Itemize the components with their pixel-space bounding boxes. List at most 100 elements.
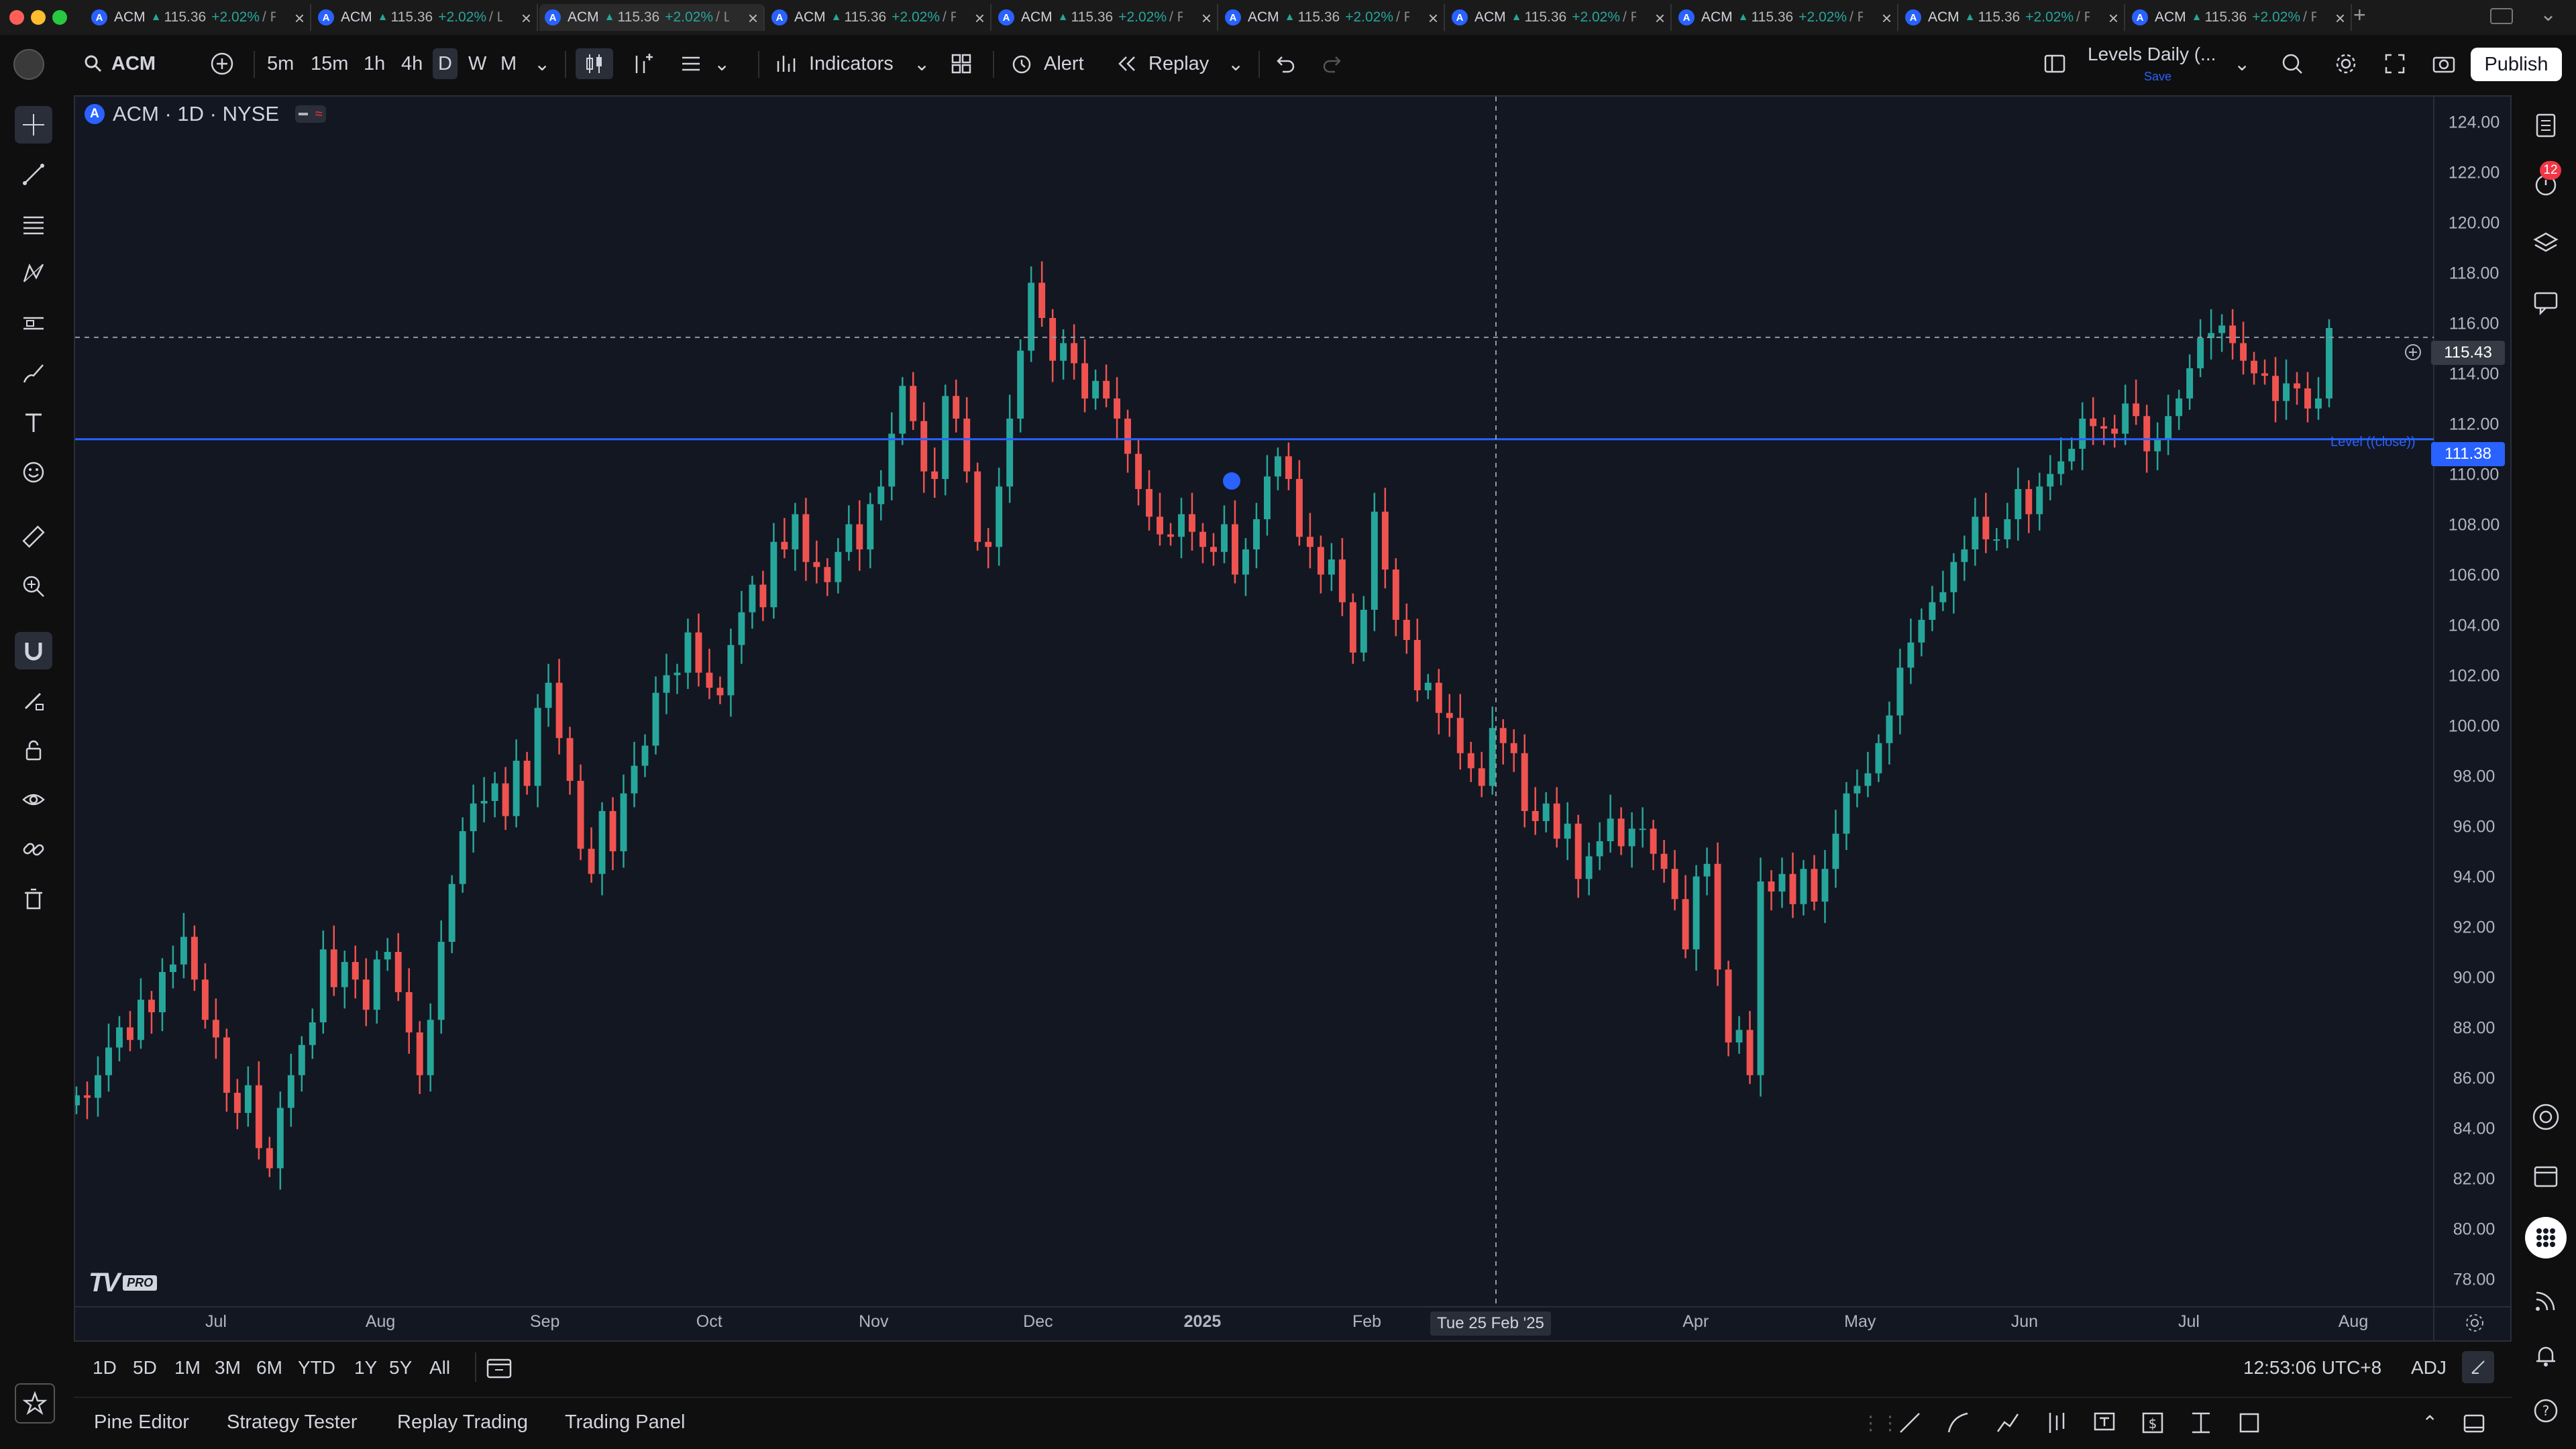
stay-in-drawing-mode-tool[interactable]	[15, 682, 52, 719]
chart-pane[interactable]: 124.00 122.00 120.00 118.00 116.00 114.00 112.…	[74, 95, 2512, 1342]
close-tab-icon[interactable]: ×	[1881, 8, 1892, 28]
sidebar-toggle-icon[interactable]	[2490, 8, 2513, 24]
compare-add-button[interactable]	[209, 35, 235, 93]
auto-scale-button[interactable]	[2462, 1351, 2494, 1383]
close-tab-icon[interactable]: ×	[1201, 8, 1212, 28]
range-6m[interactable]: 6M	[256, 1357, 282, 1378]
price-chart-canvas[interactable]: 124.00 122.00 120.00 118.00 116.00 114.00 112.…	[75, 97, 2510, 1340]
timeframe-4h[interactable]: 4h	[401, 52, 423, 74]
layout-panel-toggle[interactable]	[2042, 35, 2068, 93]
clock-time[interactable]: 12:53:06 UTC+8	[2243, 1357, 2382, 1378]
hide-drawings-tool[interactable]	[15, 781, 52, 818]
timeframe-dropdown-chevron-icon[interactable]: ⌄	[534, 53, 551, 75]
text-tool[interactable]	[15, 404, 52, 441]
close-tab-icon[interactable]: ×	[1428, 8, 1438, 28]
range-5d[interactable]: 5D	[133, 1357, 157, 1378]
indicators-dropdown-chevron-icon[interactable]: ⌄	[914, 53, 930, 75]
tradingview-logo[interactable]: TV PRO	[89, 1268, 158, 1298]
crosshair-tool[interactable]	[15, 106, 52, 144]
close-tab-icon[interactable]: ×	[974, 8, 985, 28]
publish-button[interactable]: Publish	[2471, 48, 2562, 81]
legend-status-badge[interactable]: ≈	[295, 105, 327, 123]
icons-tool[interactable]	[15, 453, 52, 491]
brush-tool[interactable]	[15, 354, 52, 392]
alert-button[interactable]: Alert	[1009, 35, 1084, 93]
minimize-window-button[interactable]	[31, 10, 46, 25]
quick-path-button[interactable]	[1995, 1410, 2021, 1436]
quick-bars-pattern-button[interactable]	[2043, 1410, 2069, 1436]
quick-curve-button[interactable]	[1945, 1410, 1971, 1436]
quick-text-button[interactable]	[2092, 1410, 2117, 1436]
object-tree-button[interactable]	[2529, 227, 2563, 260]
trend-line-tool[interactable]	[15, 156, 52, 193]
sync-drawings-tool[interactable]	[15, 830, 52, 868]
candles-chart-type-button[interactable]	[576, 48, 613, 79]
close-tab-icon[interactable]: ×	[1654, 8, 1665, 28]
layouts-button[interactable]	[950, 35, 973, 93]
go-to-date-button[interactable]	[486, 1356, 513, 1379]
browser-tab[interactable]: A ACM ▲115.36 +2.02%/ L ×	[539, 4, 765, 31]
quick-range-button[interactable]	[2188, 1410, 2214, 1436]
measure-tool[interactable]	[15, 518, 52, 555]
layout-save-label[interactable]: Save	[2144, 69, 2172, 83]
favorites-button[interactable]	[15, 1383, 55, 1424]
symbol-search[interactable]: ACM	[83, 35, 156, 93]
timeframe-m[interactable]: M	[500, 52, 517, 74]
add-alert-plus-icon[interactable]	[2403, 342, 2423, 362]
close-tab-icon[interactable]: ×	[294, 8, 305, 28]
timeframe-5m[interactable]: 5m	[267, 52, 294, 74]
layout-dropdown-chevron-icon[interactable]: ⌄	[2234, 53, 2251, 75]
ideas-button[interactable]	[2529, 1100, 2563, 1134]
quick-trend-line-button[interactable]	[1897, 1410, 1923, 1436]
close-tab-icon[interactable]: ×	[747, 8, 758, 28]
streams-button[interactable]	[2529, 1284, 2563, 1318]
chart-style-button[interactable]: ⌄	[679, 35, 730, 93]
lock-drawings-tool[interactable]	[15, 731, 52, 769]
range-1y[interactable]: 1Y	[354, 1357, 378, 1378]
notifications-button[interactable]	[2529, 1339, 2563, 1373]
products-button[interactable]	[2525, 1217, 2567, 1258]
help-button[interactable]: ?	[2529, 1394, 2563, 1428]
remove-drawings-tool[interactable]	[15, 880, 52, 918]
tab-trading-panel[interactable]: Trading Panel	[565, 1411, 686, 1433]
timeframe-15m[interactable]: 15m	[311, 52, 349, 74]
layout-name[interactable]: Levels Daily (...	[2088, 44, 2216, 64]
new-tab-button[interactable]: +	[2353, 3, 2366, 27]
tab-pine-editor[interactable]: Pine Editor	[94, 1411, 189, 1433]
adjust-data-toggle[interactable]: ADJ	[2411, 1357, 2447, 1378]
range-ytd[interactable]: YTD	[298, 1357, 335, 1378]
chats-button[interactable]	[2529, 286, 2563, 319]
range-1d[interactable]: 1D	[93, 1357, 117, 1378]
fullscreen-button[interactable]	[2383, 35, 2407, 93]
close-window-button[interactable]	[9, 10, 24, 25]
range-5y[interactable]: 5Y	[389, 1357, 413, 1378]
drag-handle-icon[interactable]: ⋮⋮	[1861, 1413, 1900, 1434]
settings-button[interactable]	[2333, 35, 2359, 93]
axis-settings-icon[interactable]	[2463, 1311, 2486, 1334]
replay-dropdown-chevron-icon[interactable]: ⌄	[1228, 53, 1244, 75]
timeframe-w[interactable]: W	[468, 52, 487, 74]
watchlist-button[interactable]	[2529, 109, 2563, 142]
undo-button[interactable]	[1272, 35, 1296, 93]
timeframe-1h[interactable]: 1h	[364, 52, 386, 74]
close-tab-icon[interactable]: ×	[2334, 8, 2345, 28]
snapshot-button[interactable]	[2431, 35, 2457, 93]
browser-tab[interactable]: A ACM ▲115.36 +2.02%/ L ×	[313, 4, 538, 31]
range-all[interactable]: All	[429, 1357, 451, 1378]
patterns-tool[interactable]	[15, 255, 52, 292]
timeframe-d[interactable]: D	[433, 48, 458, 79]
maximize-window-button[interactable]	[52, 10, 67, 25]
quick-price-label-button[interactable]: $	[2140, 1410, 2165, 1436]
magnet-mode-tool[interactable]	[15, 632, 52, 669]
range-3m[interactable]: 3M	[215, 1357, 241, 1378]
quick-search-button[interactable]	[2279, 35, 2305, 93]
close-tab-icon[interactable]: ×	[2108, 8, 2118, 28]
